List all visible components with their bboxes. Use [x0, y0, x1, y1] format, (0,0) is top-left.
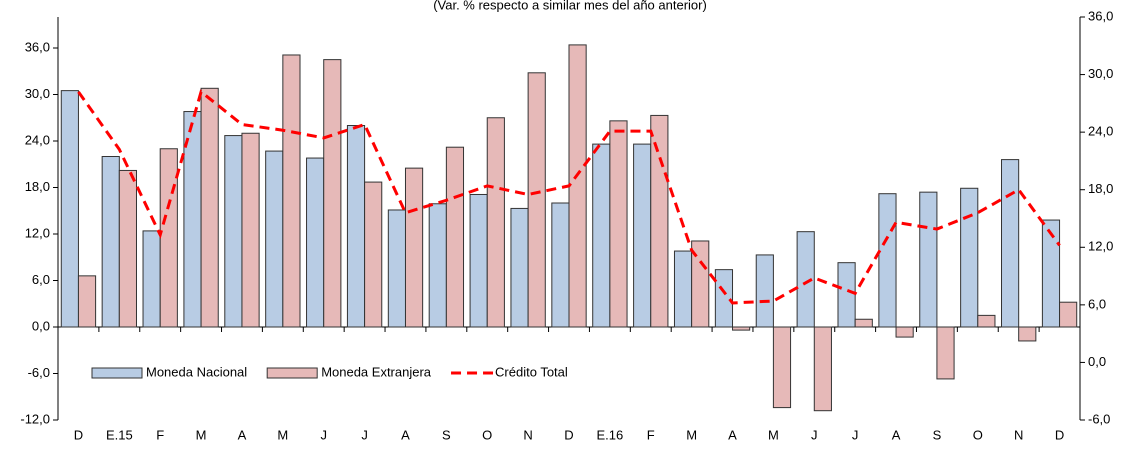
- bar: [1001, 159, 1020, 328]
- y2-tick-label: 36,0: [1088, 8, 1113, 23]
- bar: [592, 143, 611, 328]
- bar: [101, 156, 120, 328]
- x-tick-label: M: [686, 427, 697, 442]
- x-tick-label: M: [277, 427, 288, 442]
- bar: [387, 209, 406, 328]
- x-tick-label: D: [1055, 427, 1064, 442]
- bar: [796, 231, 815, 328]
- y2-tick-label: 0,0: [1088, 354, 1106, 369]
- bar: [224, 135, 243, 328]
- legend-swatch: [266, 367, 318, 379]
- x-tick-label: J: [852, 427, 859, 442]
- bar: [673, 250, 693, 328]
- y2-tick-label: 6,0: [1088, 296, 1106, 311]
- bar: [265, 150, 284, 328]
- bar: [568, 44, 587, 328]
- line: [77, 89, 1061, 305]
- legend-label: Crédito Total: [495, 364, 568, 379]
- bar: [346, 125, 366, 328]
- bar: [445, 146, 465, 328]
- bar: [772, 326, 792, 409]
- y-tick-label: 36,0: [25, 39, 50, 54]
- x-tick-label: A: [728, 427, 737, 442]
- bar: [936, 326, 955, 380]
- x-tick-label: E.15: [106, 427, 133, 442]
- y-tick-label: 12,0: [25, 225, 50, 240]
- x-tick-label: S: [442, 427, 451, 442]
- bar: [837, 262, 856, 328]
- chart-title: (Var. % respecto a similar mes del año a…: [433, 0, 707, 12]
- y-tick-label: -12,0: [20, 411, 50, 426]
- x-tick-label: O: [973, 427, 983, 442]
- bar: [486, 117, 505, 328]
- x-tick-label: A: [238, 427, 247, 442]
- y-tick-label: 30,0: [25, 86, 50, 101]
- x-tick-label: E.16: [597, 427, 624, 442]
- x-tick-label: N: [1014, 427, 1023, 442]
- y-tick-label: -6,0: [28, 365, 50, 380]
- y-tick-label: 24,0: [25, 132, 50, 147]
- x-tick-label: A: [892, 427, 901, 442]
- x-tick-label: M: [768, 427, 779, 442]
- bar: [813, 326, 832, 412]
- bar: [977, 314, 996, 328]
- bar: [609, 120, 628, 328]
- legend-label: Moneda Extranjera: [321, 364, 432, 379]
- x-tick-label: J: [361, 427, 368, 442]
- x-tick-label: J: [811, 427, 818, 442]
- y2-tick-label: 30,0: [1088, 66, 1113, 81]
- bar: [142, 230, 161, 328]
- y2-tick-label: 24,0: [1088, 124, 1113, 139]
- y2-tick-label: -6,0: [1088, 411, 1110, 426]
- bar: [159, 148, 178, 328]
- x-tick-label: D: [564, 427, 573, 442]
- bar: [428, 203, 447, 328]
- bar: [306, 157, 325, 328]
- y2-tick-label: 18,0: [1088, 181, 1113, 196]
- bar: [854, 318, 873, 328]
- bar: [364, 181, 383, 328]
- bar: [118, 169, 137, 328]
- bar: [732, 326, 751, 331]
- bar: [323, 59, 342, 328]
- bar: [895, 326, 914, 338]
- bar: [919, 191, 938, 328]
- bar: [469, 193, 488, 328]
- x-tick-label: M: [196, 427, 207, 442]
- bar: [404, 167, 424, 328]
- y-tick-label: 6,0: [32, 272, 50, 287]
- legend-swatch: [91, 367, 143, 379]
- x-tick-label: A: [401, 427, 410, 442]
- bar: [650, 114, 669, 328]
- bar: [527, 72, 546, 328]
- y-tick-label: 18,0: [25, 179, 50, 194]
- bar: [1018, 326, 1037, 342]
- x-tick-label: O: [482, 427, 492, 442]
- bar: [241, 132, 260, 328]
- x-tick-label: F: [647, 427, 655, 442]
- x-tick-label: S: [933, 427, 942, 442]
- legend-label: Moneda Nacional: [146, 364, 247, 379]
- bar: [282, 54, 301, 328]
- bar: [633, 143, 652, 328]
- y-tick-label: 0,0: [32, 318, 50, 333]
- bar: [77, 275, 97, 328]
- x-tick-label: N: [523, 427, 532, 442]
- x-tick-label: F: [156, 427, 164, 442]
- bar: [755, 254, 774, 328]
- bar: [1041, 219, 1061, 328]
- bar: [960, 187, 979, 328]
- bar: [551, 202, 570, 328]
- x-tick-label: D: [74, 427, 83, 442]
- bar: [878, 193, 897, 328]
- bar: [200, 87, 219, 328]
- bar: [714, 269, 734, 328]
- y2-tick-label: 12,0: [1088, 239, 1113, 254]
- bar: [691, 240, 710, 328]
- x-tick-label: J: [320, 427, 327, 442]
- bar: [60, 90, 79, 328]
- bar: [1059, 301, 1078, 328]
- bar: [510, 207, 529, 328]
